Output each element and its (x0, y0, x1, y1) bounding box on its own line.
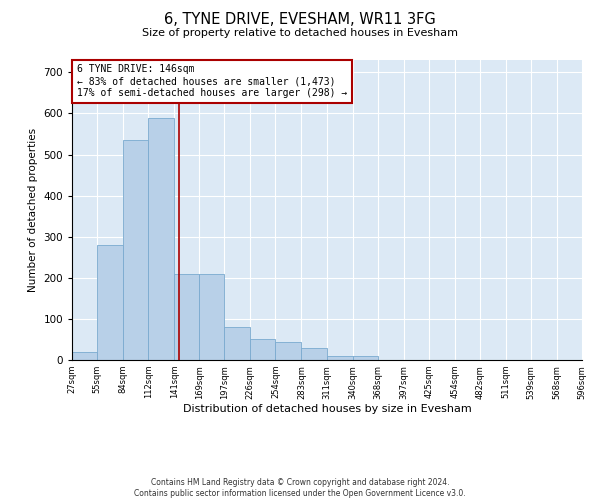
Y-axis label: Number of detached properties: Number of detached properties (28, 128, 38, 292)
Bar (72, 352, 97, 360)
Bar (174, 274, 199, 360)
Bar (275, 342, 301, 360)
Bar (326, 356, 353, 360)
Bar (97, 245, 123, 360)
Text: Size of property relative to detached houses in Evesham: Size of property relative to detached ho… (142, 28, 458, 38)
Bar (301, 348, 326, 360)
Bar (199, 274, 224, 360)
Text: 6, TYNE DRIVE, EVESHAM, WR11 3FG: 6, TYNE DRIVE, EVESHAM, WR11 3FG (164, 12, 436, 28)
Bar (224, 327, 250, 360)
X-axis label: Distribution of detached houses by size in Evesham: Distribution of detached houses by size … (182, 404, 472, 414)
Bar (148, 118, 174, 360)
Bar (250, 340, 275, 360)
Bar (123, 140, 148, 360)
Text: Contains HM Land Registry data © Crown copyright and database right 2024.
Contai: Contains HM Land Registry data © Crown c… (134, 478, 466, 498)
Text: 6 TYNE DRIVE: 146sqm
← 83% of detached houses are smaller (1,473)
17% of semi-de: 6 TYNE DRIVE: 146sqm ← 83% of detached h… (77, 64, 347, 98)
Bar (353, 356, 377, 360)
